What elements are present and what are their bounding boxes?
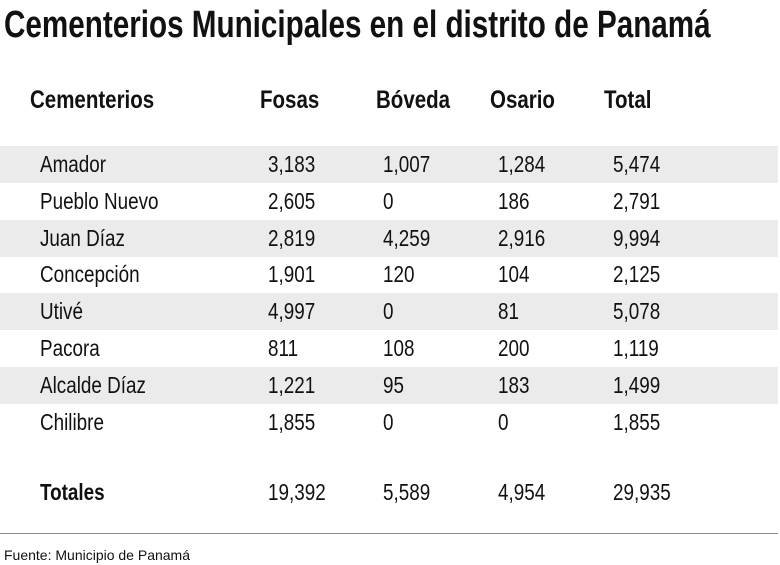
fosas-value: 811	[268, 335, 299, 361]
boveda-value: 1,007	[383, 151, 431, 177]
header-osario: Osario	[490, 86, 555, 114]
cemetery-name: Amador	[40, 151, 107, 177]
boveda-value: 4,259	[383, 224, 431, 251]
osario-value: 104	[498, 261, 530, 288]
total-value: 2,791	[613, 187, 661, 214]
total-value: 1,499	[613, 371, 661, 398]
fosas-value: 1,901	[268, 261, 316, 288]
osario-value: 0	[498, 408, 509, 435]
table-row: Utivé 4,997 0 81 5,078	[0, 293, 778, 331]
total-value: 5,078	[613, 298, 661, 325]
table-row: Chilibre 1,855 0 0 1,855	[0, 404, 778, 441]
table-row: Pueblo Nuevo 2,605 0 186 2,791	[0, 183, 778, 220]
header-fosas: Fosas	[260, 86, 320, 114]
cemetery-name: Concepción	[40, 261, 140, 288]
table-row: Alcalde Díaz 1,221 95 183 1,499	[0, 366, 778, 404]
header-boveda: Bóveda	[376, 86, 451, 114]
fosas-value: 1,221	[268, 371, 316, 398]
cemetery-name: Juan Díaz	[40, 224, 125, 251]
page-title: Cementerios Municipales en el distrito d…	[4, 4, 711, 46]
cemetery-name: Pacora	[40, 335, 100, 361]
totals-label: Totales	[40, 479, 105, 505]
cemetery-name: Chilibre	[40, 408, 104, 435]
total-value: 1,119	[613, 335, 659, 361]
total-value: 9,994	[613, 224, 661, 251]
osario-value: 1,284	[498, 151, 546, 177]
cemetery-name: Alcalde Díaz	[40, 371, 146, 398]
boveda-value: 95	[383, 371, 404, 398]
header-total: Total	[604, 86, 652, 114]
fosas-value: 3,183	[268, 151, 316, 177]
table-row: Amador 3,183 1,007 1,284 5,474	[0, 146, 778, 183]
osario-value: 81	[498, 298, 519, 325]
osario-value: 186	[498, 187, 530, 214]
totals-boveda: 5,589	[383, 479, 431, 505]
osario-value: 2,916	[498, 224, 546, 251]
total-value: 5,474	[613, 151, 661, 177]
totals-row: Totales 19,392 5,589 4,954 29,935	[0, 474, 778, 511]
totals-total: 29,935	[613, 479, 671, 505]
osario-value: 183	[498, 371, 530, 398]
fosas-value: 2,819	[268, 224, 316, 251]
table-row: Pacora 811 108 200 1,119	[0, 330, 778, 367]
fosas-value: 1,855	[268, 408, 316, 435]
source-note: Fuente: Municipio de Panamá	[4, 547, 190, 563]
total-value: 1,855	[613, 408, 661, 435]
boveda-value: 0	[383, 298, 394, 325]
osario-value: 200	[498, 335, 530, 361]
fosas-value: 4,997	[268, 298, 316, 325]
totals-fosas: 19,392	[268, 479, 326, 505]
cemetery-name: Pueblo Nuevo	[40, 187, 159, 214]
totals-osario: 4,954	[498, 479, 546, 505]
total-value: 2,125	[613, 261, 661, 288]
table-row: Concepción 1,901 120 104 2,125	[0, 256, 778, 293]
fosas-value: 2,605	[268, 187, 316, 214]
cemetery-name: Utivé	[40, 298, 83, 325]
table-row: Juan Díaz 2,819 4,259 2,916 9,994	[0, 219, 778, 257]
header-cementerios: Cementerios	[30, 86, 155, 114]
boveda-value: 0	[383, 187, 394, 214]
boveda-value: 120	[383, 261, 415, 288]
divider	[0, 533, 778, 534]
boveda-value: 0	[383, 408, 394, 435]
boveda-value: 108	[383, 335, 415, 361]
